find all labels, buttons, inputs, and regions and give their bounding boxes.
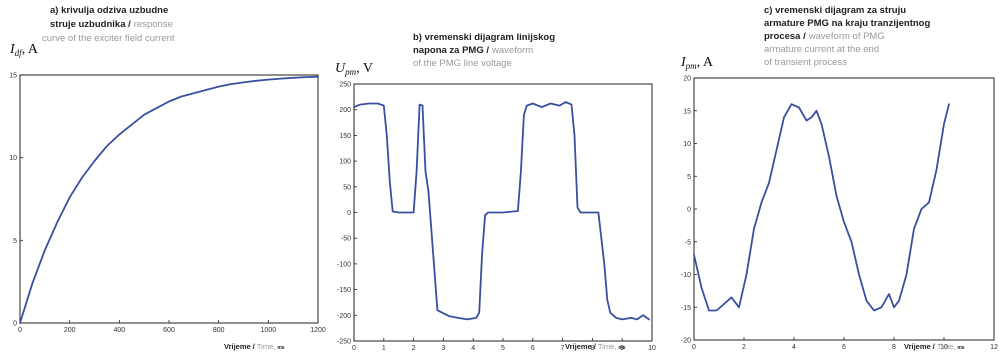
y-tick-label-b: 100 bbox=[339, 159, 351, 166]
tick-marks-b bbox=[353, 83, 653, 342]
x-tick-label-c: 12 bbox=[990, 344, 998, 351]
y-axis-label-b: Upm, V bbox=[335, 61, 373, 77]
series-line-c bbox=[693, 103, 950, 312]
caption-b-line1: b) vremenski dijagram linijskog bbox=[413, 32, 555, 43]
plot-frame-a bbox=[19, 74, 319, 324]
y-tick-label-b: 250 bbox=[339, 82, 351, 89]
x-tick-label-c: 2 bbox=[742, 344, 746, 351]
x-tick-label-b: 6 bbox=[531, 345, 535, 352]
x-tick-label-b: 4 bbox=[471, 345, 475, 352]
caption-a-line2: struje uzbudnika / response bbox=[50, 19, 173, 30]
caption-c-line3: procesa / waveform of PMG bbox=[764, 31, 885, 42]
caption-a-line3: curve of the exciter field current bbox=[42, 33, 175, 44]
x-tick-label-a: 0 bbox=[18, 327, 22, 334]
x-tick-label-a: 800 bbox=[213, 327, 225, 334]
x-tick-label-c: 8 bbox=[892, 344, 896, 351]
y-tick-label-c: 15 bbox=[683, 108, 691, 115]
x-tick-label-b: 10 bbox=[648, 345, 656, 352]
x-tick-label-c: 4 bbox=[792, 344, 796, 351]
y-tick-label-b: -100 bbox=[337, 261, 351, 268]
plot-frame-c bbox=[693, 77, 995, 341]
x-tick-label-a: 1000 bbox=[261, 327, 277, 334]
x-axis-label-a: Vrijeme / Time, ms bbox=[224, 342, 285, 351]
y-tick-label-c: 5 bbox=[687, 174, 691, 181]
y-tick-label-c: -5 bbox=[685, 239, 691, 246]
caption-c-line5: of transient process bbox=[764, 57, 847, 68]
x-tick-label-c: 0 bbox=[692, 344, 696, 351]
panel-c: c) vremenski dijagram za struju armature… bbox=[680, 5, 998, 351]
caption-c-line1: c) vremenski dijagram za struju bbox=[764, 5, 906, 16]
x-axis-label-c: Vrijeme / Time, ms bbox=[904, 342, 965, 351]
y-axis-label-a: Idf, A bbox=[9, 42, 39, 58]
x-tick-label-b: 7 bbox=[561, 345, 565, 352]
y-tick-label-a: 15 bbox=[9, 73, 17, 80]
y-tick-label-a: 0 bbox=[13, 321, 17, 328]
ticks-c: 0 2 4 6 8 10 12 -20 -15 -10 -5 0 5 10 15 20 bbox=[681, 76, 998, 352]
y-tick-label-c: 0 bbox=[687, 207, 691, 214]
x-tick-label-a: 400 bbox=[113, 327, 125, 334]
caption-b-line2: napona za PMG / waveform bbox=[413, 45, 533, 56]
y-tick-label-b: -50 bbox=[341, 236, 351, 243]
x-tick-label-c: 6 bbox=[842, 344, 846, 351]
x-tick-label-b: 5 bbox=[501, 345, 505, 352]
y-tick-label-a: 10 bbox=[9, 155, 17, 162]
y-tick-label-b: 200 bbox=[339, 107, 351, 114]
y-tick-label-c: -20 bbox=[681, 338, 691, 345]
panel-b: b) vremenski dijagram linijskog napona z… bbox=[335, 32, 656, 352]
ticks-b: 0 1 2 3 4 5 6 7 8 9 10 -250 -200 -150 -100 -50 0 50 100 150… bbox=[337, 82, 656, 352]
y-tick-label-b: 150 bbox=[339, 133, 351, 140]
y-tick-label-c: -10 bbox=[681, 272, 691, 279]
x-tick-label-c: 10 bbox=[940, 344, 948, 351]
x-tick-label-a: 1200 bbox=[310, 327, 326, 334]
series-line-b bbox=[353, 101, 650, 321]
panel-a: a) krivulja odziva uzbudne struje uzbudn… bbox=[9, 5, 326, 351]
ticks-a: 0 200 400 600 800 1000 1200 0 5 10 15 bbox=[9, 73, 326, 335]
tick-marks-a bbox=[19, 74, 319, 324]
x-tick-label-b: 0 bbox=[352, 345, 356, 352]
tick-marks-c bbox=[693, 77, 995, 341]
caption-a-line1: a) krivulja odziva uzbudne bbox=[50, 5, 168, 16]
caption-b-line3: of the PMG line voltage bbox=[413, 58, 512, 69]
y-tick-label-b: 0 bbox=[347, 210, 351, 217]
x-tick-label-b: 1 bbox=[382, 345, 386, 352]
x-tick-label-b: 9 bbox=[620, 345, 624, 352]
x-tick-label-a: 200 bbox=[64, 327, 76, 334]
y-axis-label-c: Ipm, A bbox=[680, 55, 714, 71]
x-axis-label-b: Vrijeme / Time, ms bbox=[565, 342, 626, 351]
y-tick-label-b: -250 bbox=[337, 339, 351, 346]
series-line-a bbox=[19, 75, 319, 324]
y-tick-label-c: 20 bbox=[683, 76, 691, 83]
caption-c-line2: armature PMG na kraju tranzijentnog bbox=[764, 18, 930, 29]
x-tick-label-a: 600 bbox=[163, 327, 175, 334]
y-tick-label-c: 10 bbox=[683, 141, 691, 148]
y-tick-label-b: -150 bbox=[337, 287, 351, 294]
x-tick-label-b: 2 bbox=[412, 345, 416, 352]
y-tick-label-c: -15 bbox=[681, 305, 691, 312]
y-tick-label-b: 50 bbox=[343, 184, 351, 191]
y-tick-label-a: 5 bbox=[13, 238, 17, 245]
y-tick-label-b: -200 bbox=[337, 313, 351, 320]
x-tick-label-b: 3 bbox=[441, 345, 445, 352]
caption-c-line4: armature current at the end bbox=[764, 44, 879, 55]
x-tick-label-b: 8 bbox=[590, 345, 594, 352]
